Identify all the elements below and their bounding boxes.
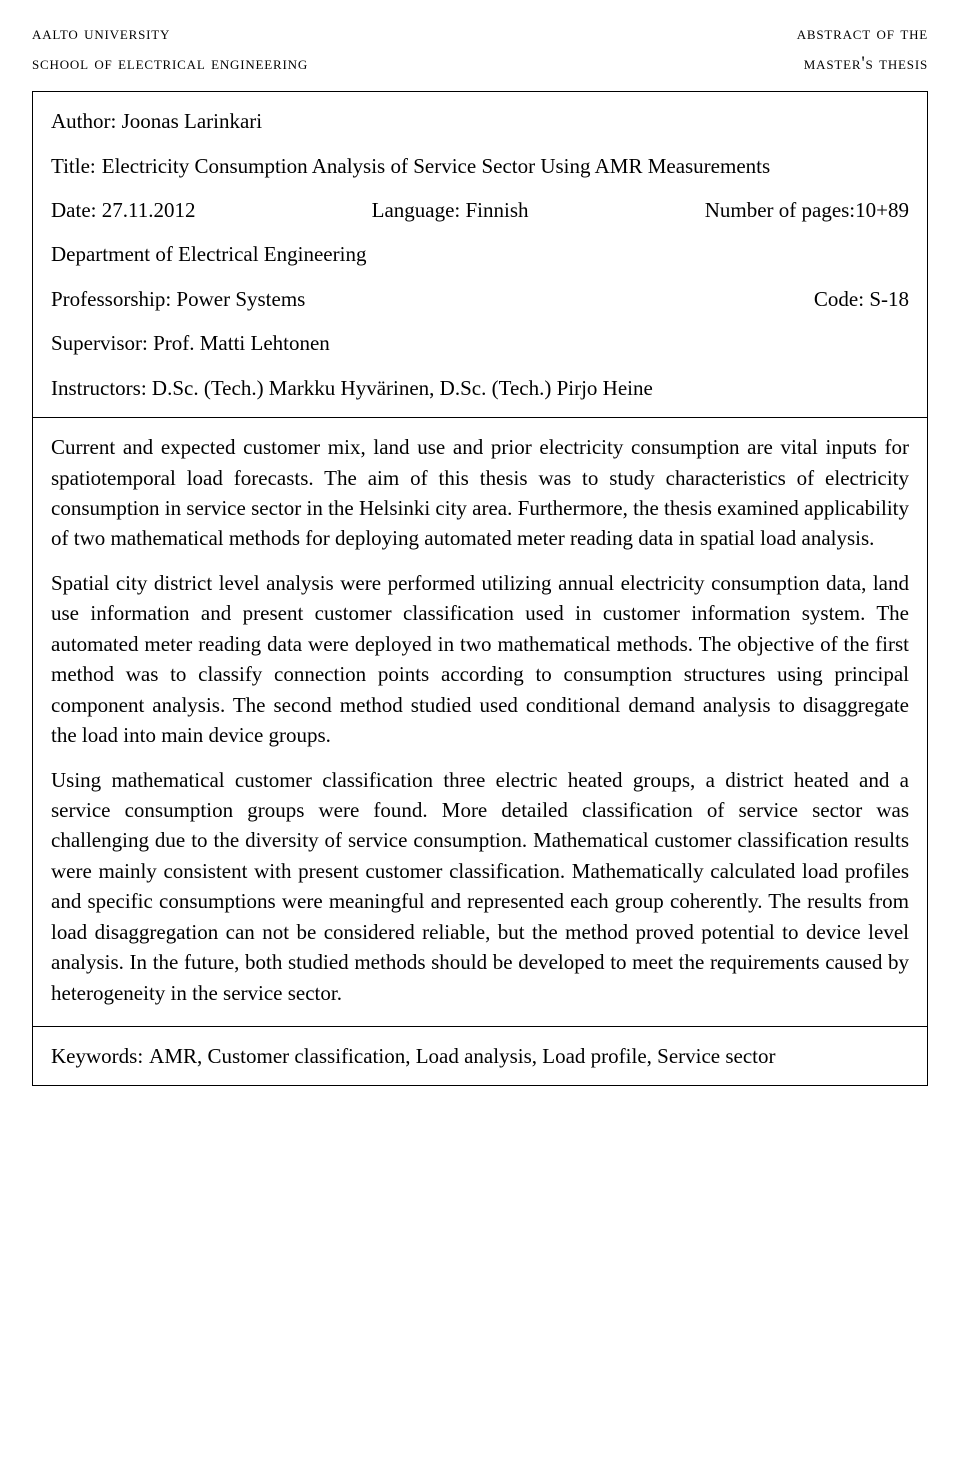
author-value: Joonas Larinkari <box>122 109 263 133</box>
author-row: Author: Joonas Larinkari <box>51 106 909 136</box>
department-value: Department of Electrical Engineering <box>51 242 366 266</box>
date-field: Date: 27.11.2012 <box>51 195 195 225</box>
abstract-paragraph-1: Current and expected customer mix, land … <box>51 432 909 554</box>
header-masters-thesis: master's thesis <box>804 50 928 78</box>
department-row: Department of Electrical Engineering <box>51 239 909 269</box>
keywords-section: Keywords: AMR, Customer classification, … <box>33 1027 927 1085</box>
header-university: aalto university <box>32 20 170 48</box>
pages-label: Number of pages: <box>705 198 855 222</box>
supervisor-value: Prof. Matti Lehtonen <box>153 331 330 355</box>
supervisor-label: Supervisor: <box>51 331 148 355</box>
language-label: Language: <box>372 198 461 222</box>
abstract-paragraph-3: Using mathematical customer classificati… <box>51 765 909 1009</box>
date-label: Date: <box>51 198 96 222</box>
metadata-section: Author: Joonas Larinkari Title: Electric… <box>33 92 927 418</box>
pages-field: Number of pages:10+89 <box>705 195 909 225</box>
header-abstract-of: abstract of the <box>797 20 928 48</box>
abstract-paragraph-2: Spatial city district level analysis wer… <box>51 568 909 751</box>
abstract-body: Current and expected customer mix, land … <box>33 418 927 1027</box>
professorship-code-row: Professorship: Power Systems Code: S-18 <box>51 284 909 314</box>
code-label: Code: <box>814 287 864 311</box>
language-field: Language: Finnish <box>372 195 529 225</box>
author-label: Author: <box>51 109 116 133</box>
title-label: Title: <box>51 151 96 181</box>
header-school: school of electrical engineering <box>32 50 308 78</box>
code-value: S-18 <box>869 287 909 311</box>
title-value: Electricity Consumption Analysis of Serv… <box>102 151 909 181</box>
language-value: Finnish <box>466 198 529 222</box>
date-lang-pages-row: Date: 27.11.2012 Language: Finnish Numbe… <box>51 195 909 225</box>
keywords-value: AMR, Customer classification, Load analy… <box>149 1041 909 1071</box>
abstract-box: Author: Joonas Larinkari Title: Electric… <box>32 91 928 1086</box>
instructors-label: Instructors: <box>51 376 147 400</box>
professorship-value: Power Systems <box>176 287 305 311</box>
date-value: 27.11.2012 <box>102 198 196 222</box>
title-row: Title: Electricity Consumption Analysis … <box>51 151 909 181</box>
professorship-label: Professorship: <box>51 287 171 311</box>
instructors-row: Instructors: D.Sc. (Tech.) Markku Hyväri… <box>51 373 909 403</box>
instructors-value: D.Sc. (Tech.) Markku Hyvärinen, D.Sc. (T… <box>152 376 653 400</box>
pages-value: 10+89 <box>855 198 909 222</box>
code-field: Code: S-18 <box>814 284 909 314</box>
professorship-field: Professorship: Power Systems <box>51 284 305 314</box>
keywords-label: Keywords: <box>51 1041 143 1071</box>
supervisor-row: Supervisor: Prof. Matti Lehtonen <box>51 328 909 358</box>
